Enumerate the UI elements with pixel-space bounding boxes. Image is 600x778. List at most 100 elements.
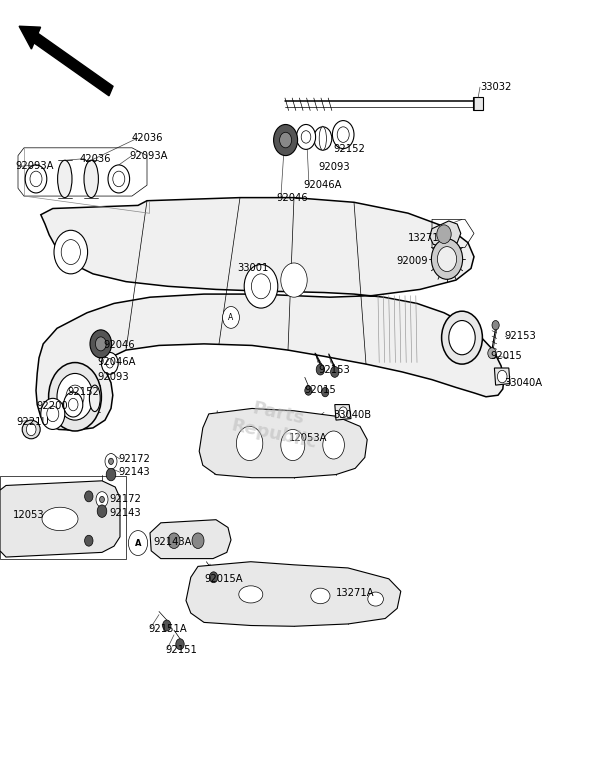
Circle shape <box>339 407 347 418</box>
Circle shape <box>85 535 93 546</box>
Circle shape <box>280 132 292 148</box>
Ellipse shape <box>58 160 72 198</box>
Text: 92172: 92172 <box>109 495 141 504</box>
Text: 33040B: 33040B <box>333 411 371 420</box>
Circle shape <box>316 364 325 375</box>
Text: 92046A: 92046A <box>303 180 341 190</box>
Circle shape <box>488 348 496 359</box>
Circle shape <box>209 572 218 583</box>
Circle shape <box>54 230 88 274</box>
Circle shape <box>68 398 78 411</box>
Text: A: A <box>229 313 233 322</box>
Text: 92093: 92093 <box>318 163 350 172</box>
Circle shape <box>66 385 84 408</box>
Circle shape <box>97 505 107 517</box>
Circle shape <box>176 639 184 650</box>
Circle shape <box>437 247 457 272</box>
Circle shape <box>47 406 59 422</box>
Circle shape <box>492 321 499 330</box>
Ellipse shape <box>368 592 383 606</box>
Text: 92172: 92172 <box>119 454 151 464</box>
Ellipse shape <box>22 420 40 439</box>
Polygon shape <box>199 408 367 478</box>
Polygon shape <box>0 481 120 557</box>
Text: 33032: 33032 <box>480 82 511 92</box>
Text: 33001: 33001 <box>237 263 268 272</box>
Polygon shape <box>494 368 510 385</box>
Circle shape <box>305 386 312 395</box>
Polygon shape <box>473 97 483 110</box>
Text: 92093A: 92093A <box>15 162 53 171</box>
Text: 92046: 92046 <box>103 341 135 350</box>
Circle shape <box>108 165 130 193</box>
Circle shape <box>90 330 112 358</box>
Text: Parts
Republic: Parts Republic <box>229 396 323 452</box>
Text: 92200: 92200 <box>36 401 68 411</box>
Text: 92009: 92009 <box>396 256 428 265</box>
Circle shape <box>96 492 108 507</box>
Circle shape <box>168 533 180 548</box>
Text: 13271: 13271 <box>408 233 440 243</box>
Circle shape <box>57 373 93 420</box>
FancyArrow shape <box>19 26 113 96</box>
Circle shape <box>95 337 106 351</box>
Circle shape <box>301 131 311 143</box>
Circle shape <box>431 239 463 279</box>
Text: 9221U: 9221U <box>17 417 50 426</box>
Circle shape <box>296 124 316 149</box>
Circle shape <box>223 307 239 328</box>
Text: 92153: 92153 <box>318 365 350 374</box>
Circle shape <box>332 121 354 149</box>
Circle shape <box>106 359 113 368</box>
Circle shape <box>322 387 329 397</box>
Text: 92151: 92151 <box>165 645 197 654</box>
Circle shape <box>49 363 101 431</box>
Circle shape <box>106 468 116 481</box>
Circle shape <box>244 265 278 308</box>
Ellipse shape <box>89 385 100 412</box>
Text: 92093A: 92093A <box>129 151 167 160</box>
Text: 92143: 92143 <box>119 468 151 477</box>
Circle shape <box>26 423 36 436</box>
Circle shape <box>41 398 65 429</box>
Text: A: A <box>135 538 141 548</box>
Circle shape <box>323 431 344 459</box>
Circle shape <box>281 263 307 297</box>
Circle shape <box>314 127 332 150</box>
Circle shape <box>101 352 118 374</box>
Circle shape <box>337 127 349 142</box>
Ellipse shape <box>319 127 326 150</box>
Text: 92093: 92093 <box>98 373 130 382</box>
Text: 92143: 92143 <box>109 509 141 518</box>
Text: 92015: 92015 <box>491 351 523 360</box>
Text: 92152: 92152 <box>333 145 365 154</box>
Circle shape <box>274 124 298 156</box>
Circle shape <box>163 620 171 631</box>
Text: 92046A: 92046A <box>98 357 136 366</box>
Text: 92143A: 92143A <box>153 538 191 547</box>
Text: 92153: 92153 <box>504 331 536 341</box>
Polygon shape <box>186 562 401 626</box>
Circle shape <box>85 491 93 502</box>
Text: 42036: 42036 <box>80 154 112 163</box>
Polygon shape <box>430 221 461 247</box>
Circle shape <box>437 225 451 244</box>
Text: 92015: 92015 <box>305 385 337 394</box>
Text: 12053: 12053 <box>13 510 45 520</box>
Circle shape <box>192 533 204 548</box>
Text: 12053A: 12053A <box>289 433 328 443</box>
Circle shape <box>105 454 117 469</box>
Circle shape <box>281 429 305 461</box>
Circle shape <box>251 274 271 299</box>
Circle shape <box>61 240 80 265</box>
Circle shape <box>449 321 475 355</box>
Ellipse shape <box>311 588 330 604</box>
Circle shape <box>113 171 125 187</box>
Text: 33040A: 33040A <box>504 378 542 387</box>
Circle shape <box>497 370 507 383</box>
Ellipse shape <box>42 507 78 531</box>
Circle shape <box>236 426 263 461</box>
Text: 13271A: 13271A <box>336 588 374 598</box>
Ellipse shape <box>239 586 263 603</box>
Text: 92046: 92046 <box>276 194 308 203</box>
